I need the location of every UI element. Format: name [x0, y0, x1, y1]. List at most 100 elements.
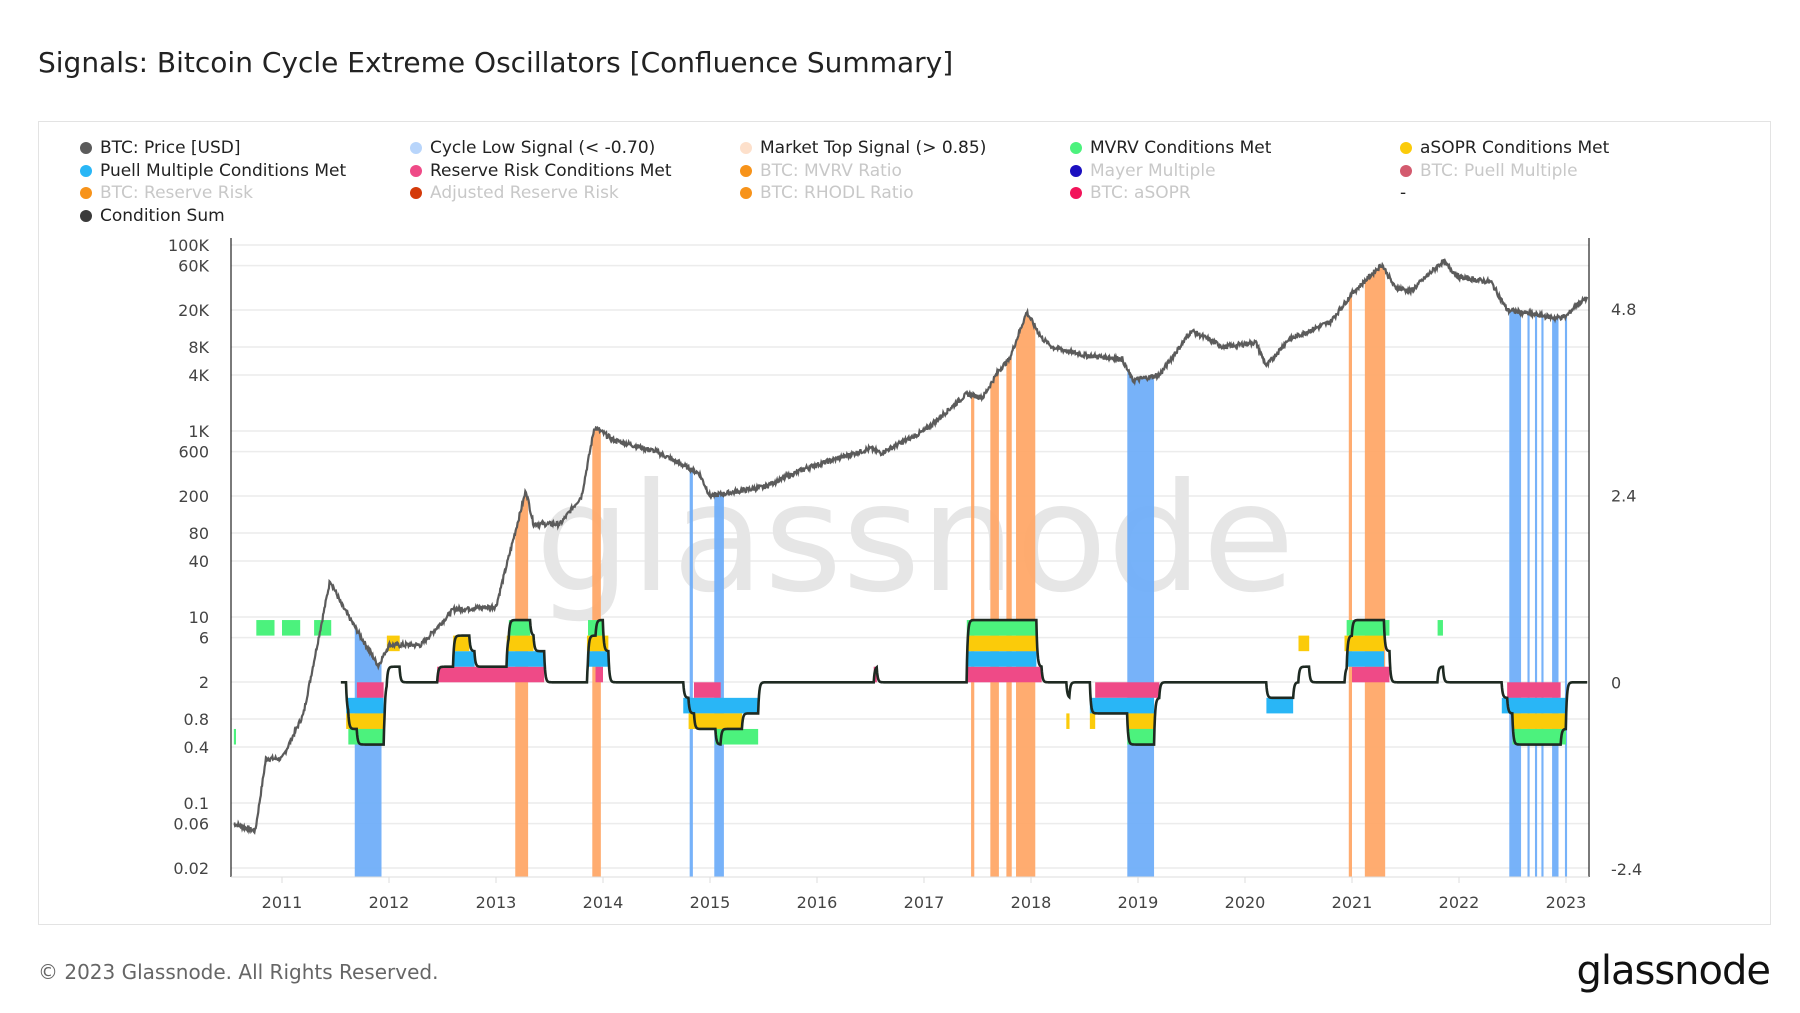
- reserve_risk-condition-block: [966, 666, 1042, 683]
- mvrv-condition-block: [256, 620, 275, 636]
- legend-item[interactable]: aSOPR Conditions Met: [1400, 138, 1609, 158]
- asopr-condition-block: [1127, 713, 1155, 729]
- legend-dot-icon: [1070, 142, 1082, 154]
- legend-item[interactable]: Cycle Low Signal (< -0.70): [410, 138, 655, 158]
- legend-dot-icon: [80, 142, 92, 154]
- y-left-tick-label: 0.1: [184, 794, 209, 813]
- asopr-condition-block: [1066, 713, 1070, 729]
- cycle-low-band: [1527, 311, 1530, 877]
- plot-area: glassnode: [231, 244, 1589, 877]
- legend-dot-icon: [740, 142, 752, 154]
- reserve_risk-condition-block: [1507, 682, 1561, 698]
- legend-item[interactable]: Mayer Multiple: [1070, 161, 1216, 181]
- market-top-band: [515, 491, 529, 877]
- puell-condition-block: [1266, 697, 1294, 714]
- y-left-tick-label: 40: [189, 552, 209, 571]
- mvrv-condition-block: [1437, 620, 1443, 636]
- x-tick-label: 2023: [1546, 893, 1587, 912]
- x-tick-label: 2015: [690, 893, 731, 912]
- asopr-condition-block: [688, 713, 743, 729]
- x-tick-label: 2018: [1011, 893, 1052, 912]
- puell-condition-block: [683, 697, 759, 714]
- puell-condition-block: [1501, 697, 1566, 714]
- asopr-condition-block: [346, 713, 384, 729]
- y-right-tick-label: -2.4: [1611, 860, 1642, 879]
- legend-dot-icon: [80, 187, 92, 199]
- copyright: © 2023 Glassnode. All Rights Reserved.: [38, 960, 439, 984]
- y-right-tick-label: 2.4: [1611, 487, 1636, 506]
- x-tick-label: 2013: [476, 893, 517, 912]
- x-tick-label: 2017: [904, 893, 945, 912]
- legend-label: aSOPR Conditions Met: [1420, 138, 1610, 158]
- reserve_risk-condition-block: [1095, 682, 1160, 698]
- legend-item[interactable]: Market Top Signal (> 0.85): [740, 138, 986, 158]
- legend-label: Mayer Multiple: [1090, 160, 1216, 181]
- x-tick-label: 2022: [1439, 893, 1480, 912]
- legend-item[interactable]: MVRV Conditions Met: [1070, 138, 1271, 158]
- legend-item[interactable]: Adjusted Reserve Risk: [410, 183, 619, 203]
- y-left-tick-label: 8K: [188, 338, 209, 357]
- puell-condition-block: [586, 651, 609, 667]
- mvrv-condition-block: [233, 728, 236, 745]
- asopr-condition-block: [506, 635, 534, 652]
- page-title: Signals: Bitcoin Cycle Extreme Oscillato…: [38, 46, 954, 79]
- legend-label: BTC: Price [USD]: [100, 138, 241, 158]
- reserve_risk-condition-block: [693, 682, 721, 698]
- asopr-condition-block: [966, 635, 1037, 652]
- legend-item[interactable]: -: [1400, 183, 1406, 203]
- legend-item[interactable]: BTC: aSOPR: [1070, 183, 1191, 203]
- x-tick-label: 2011: [262, 893, 303, 912]
- market-top-band: [1006, 351, 1012, 877]
- y-left-tick-label: 600: [178, 443, 209, 462]
- legend-item[interactable]: Condition Sum: [80, 206, 225, 226]
- mvrv-condition-block: [1346, 620, 1390, 636]
- legend-item[interactable]: BTC: RHODL Ratio: [740, 183, 914, 203]
- watermark: glassnode: [535, 452, 1294, 626]
- mvrv-condition-block: [508, 620, 531, 636]
- legend-label: Market Top Signal (> 0.85): [760, 138, 987, 158]
- legend-label: BTC: aSOPR: [1090, 183, 1191, 203]
- legend-dot-icon: [410, 187, 422, 199]
- legend-label: BTC: MVRV Ratio: [760, 160, 902, 181]
- legend-dot-icon: [410, 142, 422, 154]
- y-left-tick-label: 60K: [178, 257, 209, 276]
- x-tick-label: 2014: [583, 893, 624, 912]
- legend-dot-icon: [1070, 164, 1082, 177]
- y-left-tick-label: 10: [189, 608, 209, 627]
- legend-dot-icon: [740, 164, 752, 177]
- y-left-tick-label: 80: [189, 524, 209, 543]
- puell-condition-block: [1089, 697, 1155, 714]
- x-tick-label: 2019: [1118, 893, 1159, 912]
- y-left-tick-label: 0.8: [184, 710, 209, 729]
- cycle-low-band: [1509, 308, 1522, 877]
- cycle-low-band: [1127, 369, 1155, 877]
- legend-item[interactable]: Puell Multiple Conditions Met: [80, 161, 346, 181]
- y-left-tick-label: 100K: [168, 236, 210, 255]
- legend-item[interactable]: BTC: Reserve Risk: [80, 183, 253, 203]
- reserve_risk-condition-block: [437, 666, 545, 683]
- glassnode-logo: glassnode: [1576, 948, 1771, 994]
- legend-label: BTC: RHODL Ratio: [760, 183, 914, 203]
- y-left-tick-label: 4K: [188, 366, 209, 385]
- legend-item[interactable]: BTC: MVRV Ratio: [740, 161, 902, 181]
- mvrv-condition-block: [1512, 728, 1566, 745]
- mvrv-condition-block: [715, 728, 759, 745]
- mvrv-condition-block: [348, 728, 385, 745]
- legend-item[interactable]: BTC: Puell Multiple: [1400, 161, 1578, 181]
- legend-label: Adjusted Reserve Risk: [430, 183, 619, 203]
- condition-sum-line: [340, 618, 1588, 746]
- legend-label: Puell Multiple Conditions Met: [100, 160, 347, 181]
- legend-label: Condition Sum: [100, 205, 225, 226]
- asopr-condition-block: [1512, 713, 1566, 729]
- puell-condition-block: [1346, 651, 1385, 667]
- reserve_risk-condition-block: [356, 682, 384, 698]
- asopr-condition-block: [1089, 713, 1096, 729]
- legend-item[interactable]: BTC: Price [USD]: [80, 138, 241, 158]
- mvrv-condition-block: [314, 620, 332, 636]
- y-right-tick-label: 0: [1611, 673, 1621, 692]
- puell-condition-block: [346, 697, 384, 714]
- legend-item[interactable]: Reserve Risk Conditions Met: [410, 161, 672, 181]
- cycle-low-band: [1541, 313, 1544, 877]
- y-right-tick-label: 4.8: [1611, 300, 1636, 319]
- y-left-tick-label: 2: [199, 673, 209, 692]
